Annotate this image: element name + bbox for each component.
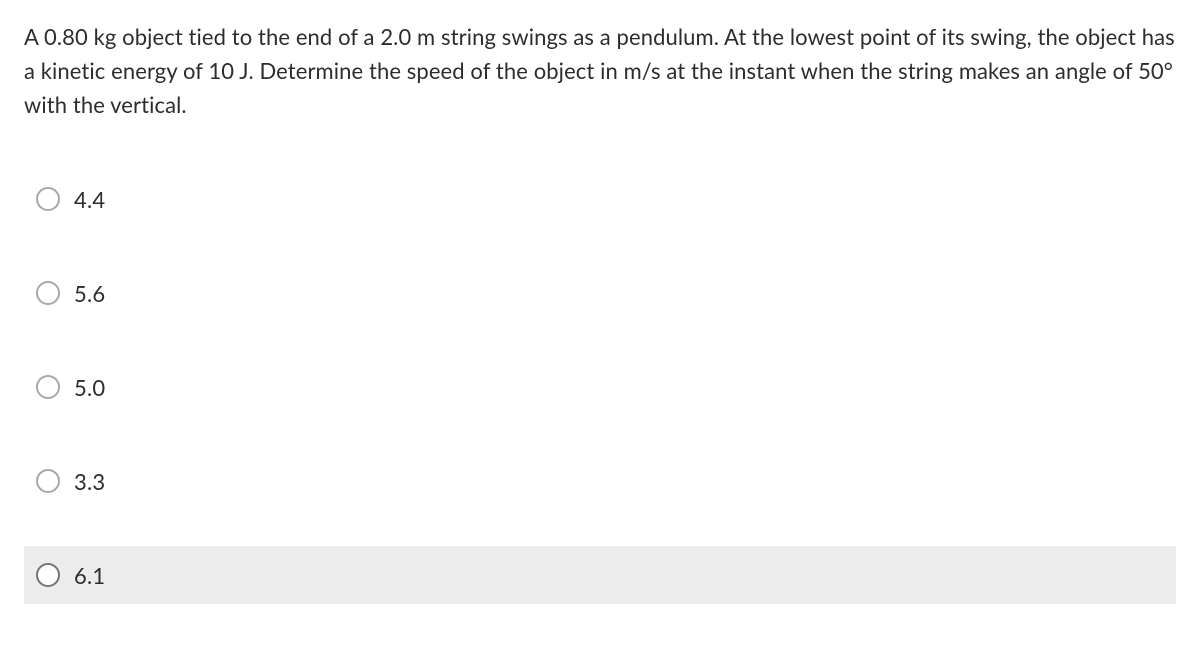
option-label: 5.6 bbox=[74, 280, 105, 307]
option-row[interactable]: 5.0 bbox=[24, 358, 1176, 416]
option-label: 4.4 bbox=[74, 186, 105, 213]
option-row[interactable]: 3.3 bbox=[24, 452, 1176, 510]
options-list: 4.4 5.6 5.0 3.3 6.1 bbox=[24, 170, 1176, 604]
radio-icon[interactable] bbox=[36, 281, 60, 305]
option-row[interactable]: 6.1 bbox=[24, 546, 1176, 604]
radio-icon[interactable] bbox=[36, 375, 60, 399]
option-row[interactable]: 4.4 bbox=[24, 170, 1176, 228]
option-row[interactable]: 5.6 bbox=[24, 264, 1176, 322]
question-text: A 0.80 kg object tied to the end of a 2.… bbox=[24, 20, 1176, 122]
radio-icon[interactable] bbox=[36, 563, 60, 587]
option-label: 3.3 bbox=[74, 468, 105, 495]
option-label: 5.0 bbox=[74, 374, 105, 401]
radio-icon[interactable] bbox=[36, 469, 60, 493]
radio-icon[interactable] bbox=[36, 187, 60, 211]
option-label: 6.1 bbox=[74, 562, 105, 589]
